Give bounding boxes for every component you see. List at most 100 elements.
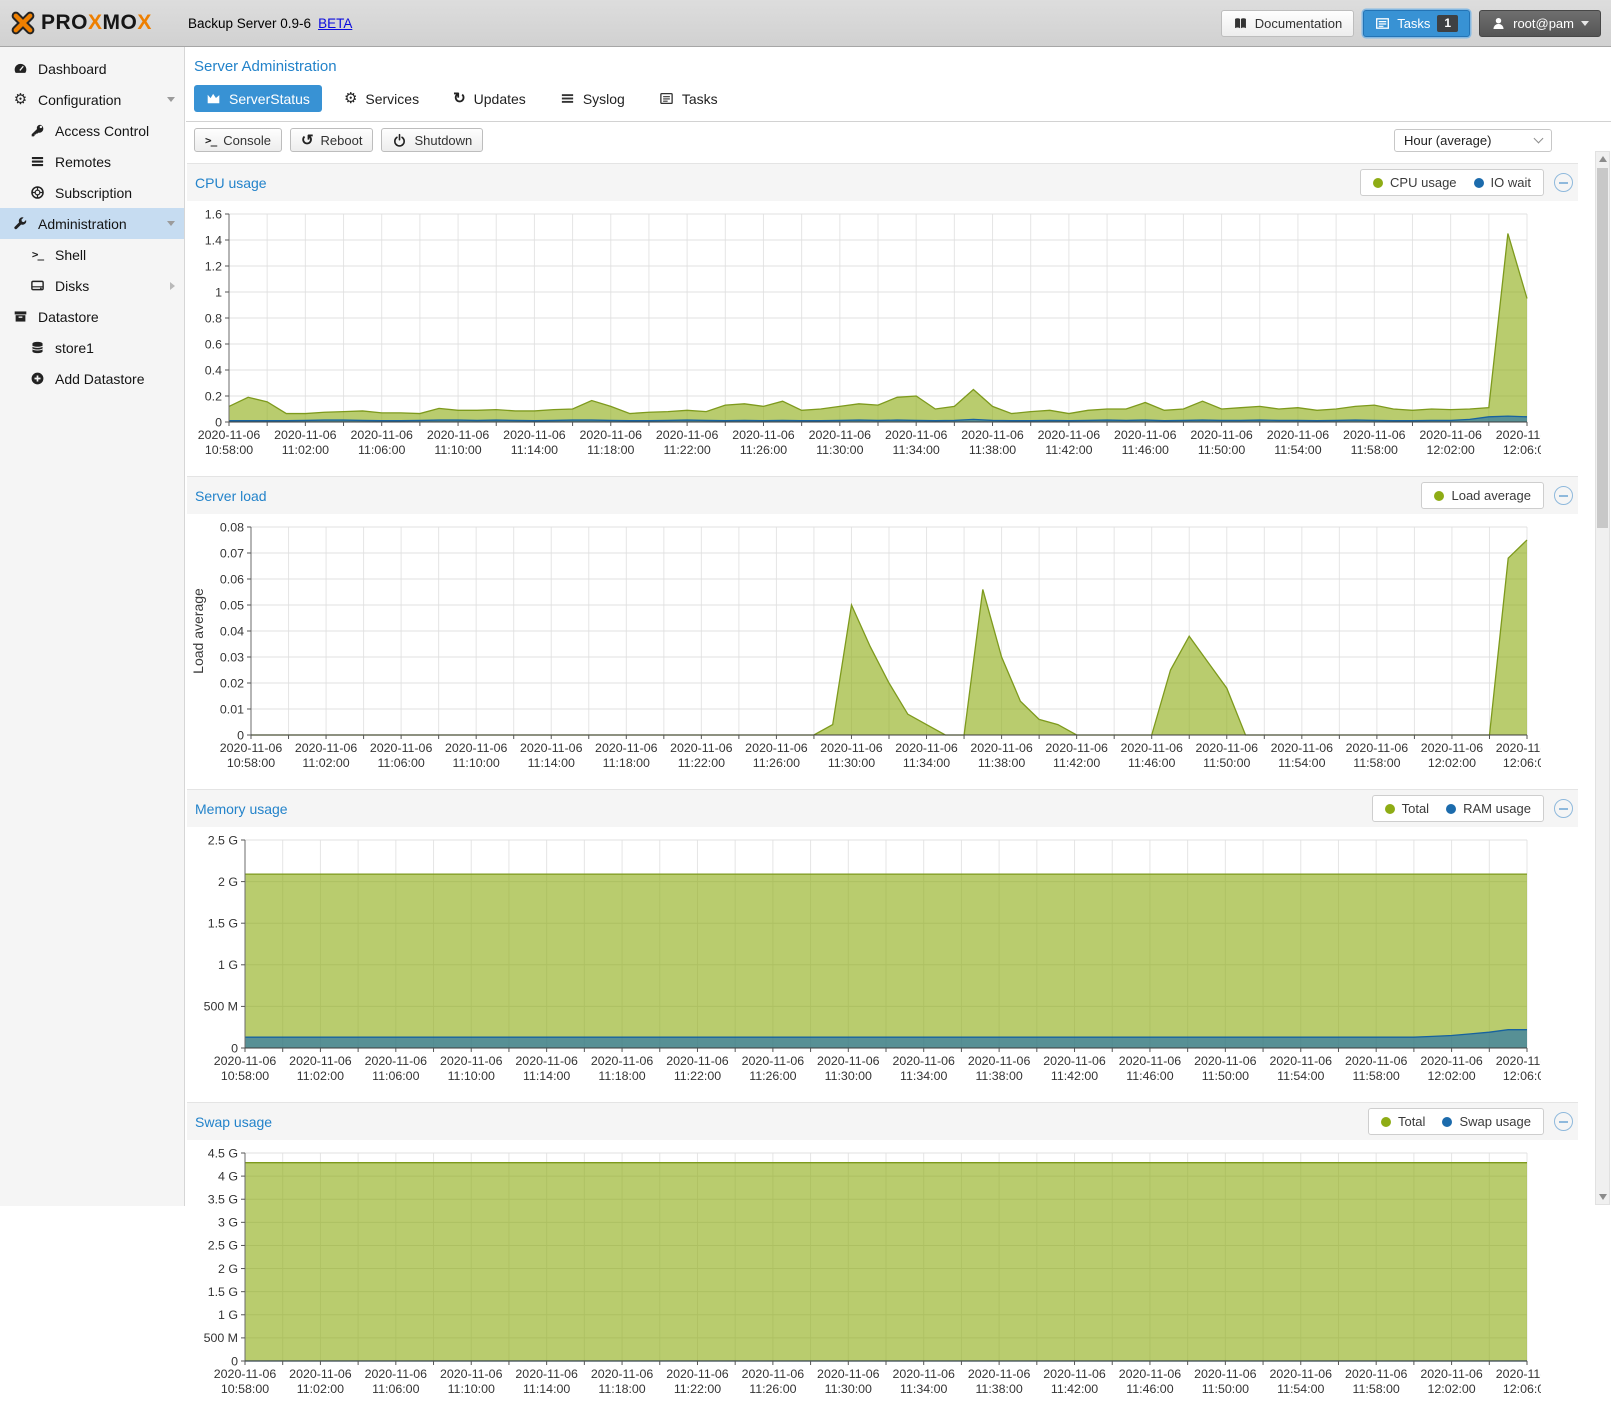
tab-label: Tasks (682, 91, 718, 107)
legend-label: RAM usage (1463, 801, 1531, 816)
legend-item[interactable]: IO wait (1474, 175, 1531, 190)
legend-item[interactable]: Total (1385, 801, 1429, 816)
undo-icon: ↺ (301, 133, 314, 148)
documentation-button[interactable]: Documentation (1221, 10, 1354, 37)
timeframe-select[interactable]: Hour (average) (1394, 129, 1552, 152)
beta-link[interactable]: BETA (318, 16, 352, 31)
svg-text:4.5 G: 4.5 G (208, 1146, 238, 1160)
tab-tasks[interactable]: Tasks (647, 85, 730, 112)
logo-text: PROXMOX (41, 11, 152, 35)
legend-item[interactable]: RAM usage (1446, 801, 1531, 816)
sidebar-item-store1[interactable]: store1 (0, 332, 184, 363)
legend-item[interactable]: Load average (1434, 488, 1531, 503)
scrollbar-thumb[interactable] (1597, 168, 1608, 528)
database-icon (29, 340, 46, 355)
sidebar-item-dashboard[interactable]: Dashboard (0, 53, 184, 84)
legend-item[interactable]: Total (1381, 1114, 1425, 1129)
console-button[interactable]: >_ Console (194, 128, 282, 152)
sidebar-item-label: Access Control (55, 123, 149, 139)
terminal-icon: >_ (29, 248, 46, 261)
legend: Total Swap usage (1368, 1108, 1544, 1135)
legend-dot-icon (1373, 178, 1383, 188)
svg-text:Load average: Load average (190, 588, 206, 674)
vertical-scrollbar[interactable] (1595, 151, 1610, 1205)
sidebar-item-label: Configuration (38, 92, 121, 108)
list-bars-icon (29, 154, 46, 169)
svg-text:0.2: 0.2 (205, 389, 222, 403)
tab-updates[interactable]: ↻ Updates (441, 85, 538, 112)
sidebar-item-label: Subscription (55, 185, 132, 201)
sidebar-item-add-datastore[interactable]: Add Datastore (0, 363, 184, 394)
sidebar-item-access-control[interactable]: Access Control (0, 115, 184, 146)
svg-text:1.6: 1.6 (205, 207, 222, 221)
legend-item[interactable]: Swap usage (1442, 1114, 1531, 1129)
terminal-icon: >_ (205, 134, 216, 147)
sidebar-item-subscription[interactable]: Subscription (0, 177, 184, 208)
gears-icon: ⚙ (344, 91, 357, 106)
svg-text:0.6: 0.6 (205, 337, 222, 351)
sidebar-item-disks[interactable]: Disks (0, 270, 184, 301)
svg-text:500 M: 500 M (204, 1331, 238, 1345)
page-title: Server Administration (186, 47, 1611, 75)
tab-services[interactable]: ⚙ Services (332, 85, 431, 112)
legend-item[interactable]: CPU usage (1373, 175, 1456, 190)
user-icon (1491, 16, 1506, 31)
legend-dot-icon (1446, 804, 1456, 814)
proxmox-logo[interactable]: PROXMOX (10, 10, 186, 36)
sidebar-item-remotes[interactable]: Remotes (0, 146, 184, 177)
legend: Load average (1421, 482, 1544, 509)
caret-down-icon[interactable] (167, 97, 175, 102)
tab-syslog[interactable]: Syslog (548, 85, 637, 112)
sidebar-item-configuration[interactable]: ⚙ Configuration (0, 84, 184, 115)
scroll-down-arrow-icon[interactable] (1599, 1194, 1607, 1200)
svg-text:0.07: 0.07 (220, 546, 244, 560)
tasks-button[interactable]: Tasks 1 (1363, 10, 1470, 37)
caret-down-icon (1581, 21, 1589, 26)
caret-down-icon[interactable] (167, 221, 175, 226)
user-menu-button[interactable]: root@pam (1479, 10, 1601, 37)
tasks-label: Tasks (1397, 16, 1430, 31)
reboot-button[interactable]: ↺ Reboot (290, 128, 374, 152)
caret-right-icon[interactable] (170, 282, 175, 290)
legend-label: Swap usage (1459, 1114, 1531, 1129)
tab-serverstatus[interactable]: ServerStatus (194, 85, 322, 112)
hard-disk-icon (29, 278, 46, 293)
wrench-icon (12, 216, 29, 231)
svg-text:0.4: 0.4 (205, 363, 222, 377)
svg-text:0.01: 0.01 (220, 702, 244, 716)
panel-title: CPU usage (195, 175, 267, 191)
sidebar-item-administration[interactable]: Administration (0, 208, 184, 239)
scroll-up-arrow-icon[interactable] (1599, 156, 1607, 162)
sidebar-item-shell[interactable]: >_ Shell (0, 239, 184, 270)
collapse-panel-button[interactable] (1554, 486, 1573, 505)
collapse-panel-button[interactable] (1554, 1112, 1573, 1131)
shutdown-button[interactable]: Shutdown (381, 128, 483, 152)
collapse-panel-button[interactable] (1554, 799, 1573, 818)
collapse-panel-button[interactable] (1554, 173, 1573, 192)
sidebar-item-datastore[interactable]: Datastore (0, 301, 184, 332)
proxmox-x-logo-icon (10, 10, 36, 36)
